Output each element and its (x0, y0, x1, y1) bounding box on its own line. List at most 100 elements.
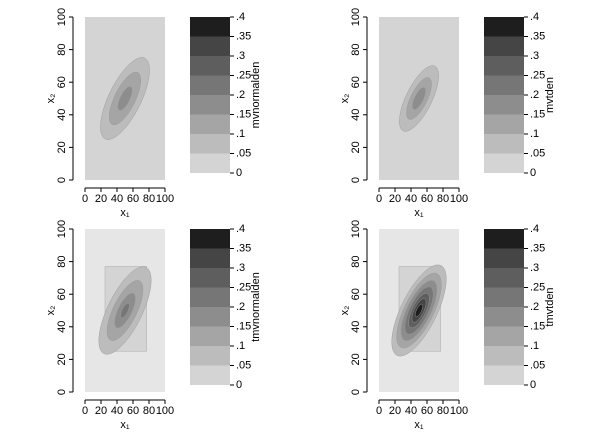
x-tick-label: 60 (421, 405, 433, 417)
colorbar-band (190, 114, 230, 134)
colorbar-band (484, 287, 524, 307)
y-tick-label: 20 (56, 141, 68, 153)
colorbar-tick-label: .05 (236, 147, 251, 159)
x-tick-label: 20 (389, 193, 401, 205)
colorbar-band (484, 268, 524, 288)
y-tick-label: 80 (56, 255, 68, 267)
y-tick-label: 60 (350, 76, 362, 88)
x-tick-label: 60 (421, 193, 433, 205)
x-tick-label: 0 (82, 405, 88, 417)
colorbar-band (190, 153, 230, 173)
y-tick-label: 40 (56, 321, 68, 333)
y-tick-label: 20 (350, 141, 362, 153)
x-tick-label: 40 (405, 193, 417, 205)
x-tick-label: 0 (376, 193, 382, 205)
colorbar-tick-label: .3 (236, 262, 245, 274)
colorbar-tick-label: .3 (530, 50, 539, 62)
colorbar-band (484, 56, 524, 76)
colorbar-tick-label: .2 (236, 89, 245, 101)
colorbar-tick-label: .05 (236, 359, 251, 371)
colorbar-band (190, 365, 230, 385)
y-axis-title: x₂ (339, 94, 351, 104)
colorbar-band (484, 134, 524, 154)
colorbar-band (484, 75, 524, 95)
colorbar-tick-label: .4 (530, 11, 539, 23)
y-axis-title: x₂ (45, 94, 57, 104)
colorbar-band (484, 95, 524, 115)
colorbar-tick-label: .15 (530, 320, 545, 332)
y-tick-label: 60 (350, 288, 362, 300)
colorbar-tick-label: .1 (236, 340, 245, 352)
colorbar-band (190, 268, 230, 288)
colorbar-tick-label: .35 (530, 242, 545, 254)
x-tick-label: 100 (156, 405, 174, 417)
y-tick-label: 20 (350, 353, 362, 365)
colorbar-tick-label: .25 (530, 281, 545, 293)
colorbar-tick-label: .35 (236, 242, 251, 254)
x-tick-label: 40 (405, 405, 417, 417)
y-tick-label: 80 (350, 255, 362, 267)
colorbar-band (190, 75, 230, 95)
colorbar-tick-label: 0 (236, 167, 242, 179)
y-tick-label: 60 (56, 288, 68, 300)
x-tick-label: 40 (111, 193, 123, 205)
colorbar-tick-label: 0 (530, 167, 536, 179)
colorbar-tick-label: .3 (530, 262, 539, 274)
y-tick-label: 60 (56, 76, 68, 88)
y-tick-label: 100 (56, 220, 68, 238)
colorbar-band (190, 95, 230, 115)
colorbar-title: mvtden (544, 77, 556, 113)
colorbar-band (190, 287, 230, 307)
colorbar-band (190, 56, 230, 76)
colorbar-title: tmvtden (544, 287, 556, 326)
colorbar-band (484, 346, 524, 366)
x-axis-title: x₁ (120, 207, 130, 219)
contour-band (117, 86, 133, 111)
x-tick-label: 60 (127, 405, 139, 417)
colorbar-tick-label: .15 (236, 320, 251, 332)
colorbar-tick-label: 0 (236, 379, 242, 391)
colorbar-band (484, 114, 524, 134)
y-tick-label: 80 (56, 43, 68, 55)
y-tick-label: 40 (350, 109, 362, 121)
colorbar-tick-label: .4 (236, 223, 245, 235)
colorbar-band (190, 326, 230, 346)
colorbar-title: tmvnormalden (250, 272, 262, 342)
colorbar-band (484, 229, 524, 249)
colorbar-tick-label: .05 (530, 359, 545, 371)
y-tick-label: 100 (56, 8, 68, 26)
colorbar-tick-label: .2 (530, 301, 539, 313)
colorbar-tick-label: .1 (236, 128, 245, 140)
colorbar-band (484, 307, 524, 327)
colorbar-tick-label: 0 (530, 379, 536, 391)
y-tick-label: 0 (350, 177, 362, 183)
colorbar-band (190, 36, 230, 56)
colorbar-tick-label: .4 (236, 11, 245, 23)
contour-band (414, 303, 424, 318)
colorbar-tick-label: .05 (530, 147, 545, 159)
x-axis-title: x₁ (120, 419, 130, 431)
y-axis-title: x₂ (339, 306, 351, 316)
y-tick-label: 80 (350, 43, 362, 55)
colorbar-tick-label: .4 (530, 223, 539, 235)
x-tick-label: 80 (437, 405, 449, 417)
colorbar-band (190, 229, 230, 249)
y-tick-label: 40 (350, 321, 362, 333)
colorbar-band (190, 248, 230, 268)
colorbar-band (484, 326, 524, 346)
colorbar-band (484, 153, 524, 173)
y-tick-label: 40 (56, 109, 68, 121)
colorbar-tick-label: .25 (236, 281, 251, 293)
y-tick-label: 100 (350, 8, 362, 26)
y-tick-label: 0 (56, 177, 68, 183)
x-axis-title: x₁ (414, 207, 424, 219)
x-tick-label: 80 (143, 405, 155, 417)
colorbar-band (190, 17, 230, 37)
colorbar-band (190, 346, 230, 366)
x-tick-label: 80 (437, 193, 449, 205)
y-tick-label: 20 (56, 353, 68, 365)
colorbar-band (484, 17, 524, 37)
x-tick-label: 100 (156, 193, 174, 205)
y-tick-label: 0 (350, 389, 362, 395)
